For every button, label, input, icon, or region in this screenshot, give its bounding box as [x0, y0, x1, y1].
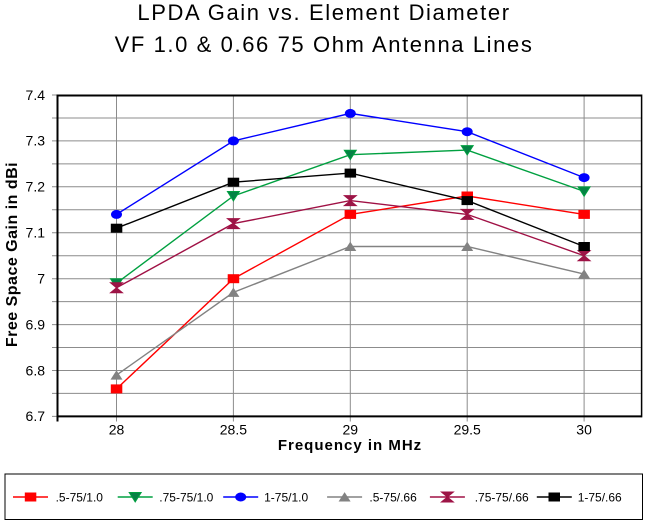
svg-text:28.5: 28.5: [220, 422, 247, 438]
svg-text:.5-75/1.0: .5-75/1.0: [56, 490, 104, 504]
svg-text:28: 28: [109, 422, 125, 438]
svg-text:.75-75/.66: .75-75/.66: [475, 490, 529, 504]
svg-text:1-75/1.0: 1-75/1.0: [264, 490, 308, 504]
svg-text:6.8: 6.8: [26, 362, 46, 378]
svg-text:29.5: 29.5: [454, 422, 481, 438]
svg-text:Free Space Gain in dBi: Free Space Gain in dBi: [4, 162, 21, 347]
svg-text:6.7: 6.7: [26, 408, 46, 424]
svg-text:1-75/.66: 1-75/.66: [578, 490, 622, 504]
svg-text:.5-75/.66: .5-75/.66: [369, 490, 417, 504]
svg-text:6.9: 6.9: [26, 316, 46, 332]
svg-text:Frequency in MHz: Frequency in MHz: [278, 437, 422, 454]
svg-text:7.2: 7.2: [26, 179, 46, 195]
svg-text:.75-75/1.0: .75-75/1.0: [159, 490, 213, 504]
svg-text:VF 1.0 & 0.66 75 Ohm Antenna L: VF 1.0 & 0.66 75 Ohm Antenna Lines: [115, 32, 534, 57]
svg-text:7.4: 7.4: [26, 87, 46, 103]
svg-text:7: 7: [37, 271, 45, 287]
svg-text:30: 30: [576, 422, 592, 438]
svg-text:LPDA Gain vs. Element Diameter: LPDA Gain vs. Element Diameter: [137, 0, 510, 25]
svg-text:7.1: 7.1: [26, 225, 46, 241]
svg-text:29: 29: [343, 422, 359, 438]
svg-text:7.3: 7.3: [26, 133, 46, 149]
